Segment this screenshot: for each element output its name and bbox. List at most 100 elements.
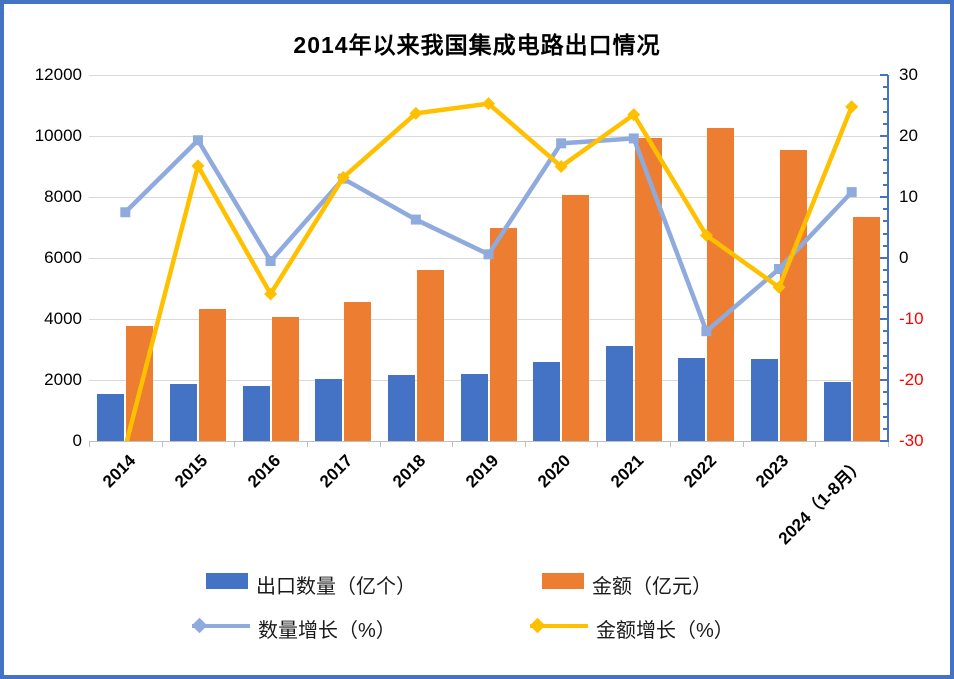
y-axis-right-tick	[883, 391, 888, 394]
x-axis-tick	[888, 442, 889, 447]
y-axis-right-tick-label: -10	[899, 309, 924, 328]
x-axis-tick	[815, 442, 817, 447]
chart-title: 2014年以来我国集成电路出口情况	[293, 32, 661, 58]
y-axis-right-tick	[883, 403, 888, 406]
x-axis-tick	[234, 442, 236, 447]
square-marker-icon	[483, 249, 494, 260]
bar-amount	[489, 227, 517, 441]
gridline	[89, 319, 888, 320]
y-axis-right-tick	[880, 74, 888, 76]
y-axis-left-tick-label: 12000	[34, 65, 82, 84]
bar-amount	[852, 216, 880, 441]
diamond-marker-icon	[772, 280, 786, 294]
bar-amount	[707, 128, 735, 441]
bar-amount	[634, 138, 662, 441]
x-axis-tick	[597, 442, 599, 447]
bar-export-quantity	[678, 357, 706, 441]
square-marker-icon	[556, 138, 567, 149]
gridline	[89, 136, 888, 137]
diamond-marker-icon	[336, 170, 350, 184]
bar-export-quantity	[242, 385, 270, 441]
bar-amount	[416, 270, 444, 441]
y-axis-right-tick	[880, 257, 888, 259]
x-axis-line	[89, 441, 889, 442]
x-axis-category-label: 2023	[752, 451, 793, 492]
y-axis-right-tick	[883, 415, 888, 418]
y-axis-right-tick	[883, 122, 888, 125]
diamond-marker-icon	[264, 287, 278, 301]
x-axis-tick	[306, 442, 308, 447]
square-marker-icon	[701, 326, 712, 337]
y-axis-right-line	[887, 75, 889, 442]
legend-label-amount-growth: 金额增长（%）	[596, 620, 734, 642]
y-axis-right-tick	[883, 427, 888, 430]
bar-amount	[780, 149, 808, 441]
y-axis-left-tick-label: 10000	[34, 126, 82, 145]
diamond-marker-icon	[699, 228, 713, 242]
y-axis-right-tick	[883, 232, 888, 235]
y-axis-right-tick-label: 10	[899, 187, 918, 206]
bar-amount	[198, 309, 226, 441]
y-axis-right-tick	[880, 379, 888, 381]
y-axis-right-tick	[883, 366, 888, 369]
y-axis-left-tick-label: 2000	[44, 370, 82, 389]
y-axis-right-tick	[883, 293, 888, 296]
bar-export-quantity	[460, 374, 488, 441]
bar-amount	[344, 301, 372, 441]
y-axis-right-tick	[883, 183, 888, 186]
y-axis-left-tick-label: 6000	[44, 248, 82, 267]
y-axis-right-tick	[880, 135, 888, 137]
square-marker-icon	[120, 207, 131, 218]
y-axis-left-tick-label: 0	[72, 431, 82, 450]
legend-label-export-quantity: 出口数量（亿个）	[256, 576, 416, 598]
x-axis-tick	[89, 442, 90, 447]
gridline	[89, 380, 888, 381]
y-axis-right-tick	[880, 318, 888, 320]
y-axis-right-tick	[883, 98, 888, 101]
x-axis-tick	[452, 442, 454, 447]
amount-growth-marker-icon	[529, 617, 546, 634]
bar-export-quantity	[387, 374, 415, 441]
bar-export-quantity	[315, 378, 343, 441]
square-marker-icon	[774, 263, 785, 274]
y-axis-left-tick-label: 8000	[44, 187, 82, 206]
x-axis-category-label: 2014	[98, 451, 139, 492]
y-axis-right-tick	[883, 281, 888, 284]
square-marker-icon	[265, 256, 276, 267]
bar-export-quantity	[533, 361, 561, 441]
x-axis-category-label: 2019	[461, 451, 502, 492]
y-axis-right-tick	[883, 305, 888, 308]
growth-lines-layer	[120, 97, 859, 441]
y-axis-right-tick	[883, 354, 888, 357]
x-axis-category-label: 2020	[534, 451, 575, 492]
gridline	[89, 197, 888, 198]
x-axis-tick	[670, 442, 672, 447]
y-axis-right-tick-label: -30	[899, 431, 924, 450]
y-axis-right-tick	[883, 171, 888, 174]
diamond-marker-icon	[554, 160, 568, 173]
y-axis-right-tick	[883, 208, 888, 211]
x-axis-category-label: 2018	[389, 451, 430, 492]
x-axis-tick	[742, 442, 744, 447]
y-axis-right-tick	[883, 147, 888, 150]
legend-label-amount: 金额（亿元）	[592, 576, 712, 598]
legend-label-quantity-growth: 数量增长（%）	[258, 620, 396, 642]
square-marker-icon	[846, 187, 857, 198]
amount-bar-swatch	[542, 573, 584, 589]
quantity-bar-swatch	[206, 573, 248, 589]
quantity-growth-line-swatch	[192, 624, 250, 628]
square-marker-icon	[410, 214, 421, 225]
x-axis-category-label: 2016	[243, 451, 285, 492]
x-axis-tick	[524, 442, 526, 447]
x-axis-category-label: 2015	[171, 451, 212, 492]
bar-amount	[562, 195, 590, 441]
x-axis-category-label: 2021	[607, 451, 648, 492]
bar-export-quantity	[605, 346, 633, 441]
square-marker-icon	[192, 135, 203, 146]
x-axis-tick	[379, 442, 381, 447]
diamond-marker-icon	[845, 100, 859, 114]
diamond-marker-icon	[482, 97, 495, 111]
diamond-marker-icon	[627, 108, 641, 122]
y-axis-right-tick	[883, 269, 888, 272]
y-axis-right-tick-label: 20	[899, 126, 918, 145]
